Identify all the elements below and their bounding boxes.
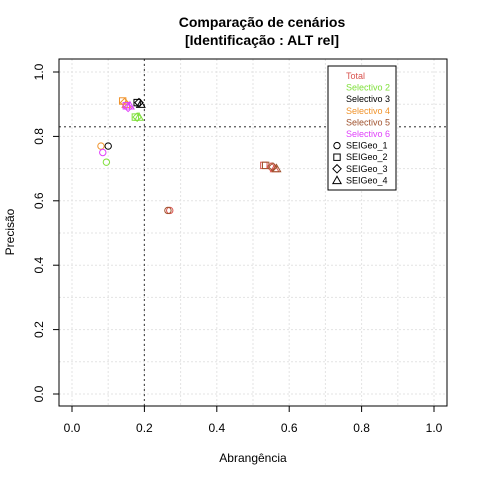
legend-entry: Selectivo 4 [346,106,390,116]
legend-marker-diamond [332,163,342,174]
legend-marker-triangle [331,175,343,185]
data-point-diamond [123,102,133,113]
y-tick-label: 0.4 [32,257,46,274]
y-tick-label: 0.0 [32,385,46,402]
legend-entry: SEIGeo_2 [346,152,388,162]
data-point-square [260,161,268,170]
y-tick-label: 0.2 [32,321,46,338]
data-point-triangle [124,100,135,110]
x-axis: 0.0 0.2 0.4 0.6 0.8 1.0 [64,406,443,435]
x-tick-label: 0.2 [136,421,153,435]
plot-frame [58,58,448,407]
x-axis-label: Abrangência [219,451,287,465]
x-tick-label: 0.6 [281,421,298,435]
data-points [97,97,282,215]
legend-box [327,65,397,191]
legend-marker-circle [333,141,341,150]
data-point-triangle [135,99,146,108]
data-point-triangle [271,163,282,173]
y-tick-label: 1.0 [32,63,46,80]
legend-entry: Selectivo 6 [346,129,390,139]
legend-entry: Selectivo 2 [346,83,390,93]
data-point-square [261,161,270,170]
y-axis-label: Precisão [3,208,17,255]
data-point-circle [104,142,112,150]
data-point-triangle [133,111,144,121]
y-tick-label: 0.8 [32,128,46,145]
data-point-circle [102,158,111,166]
legend-entry: SEIGeo_4 [346,175,388,185]
legend-entry: Total [346,71,365,81]
x-tick-label: 1.0 [426,421,443,435]
x-tick-label: 0.4 [208,421,225,435]
legend-entry: Selectivo 5 [346,117,390,127]
data-point-circle [97,142,105,150]
y-tick-label: 0.6 [32,192,46,209]
chart-title: Comparação de cenários [179,14,346,30]
x-tick-label: 0.0 [64,421,81,435]
chart-subtitle: [Identificação : ALT rel] [185,32,339,48]
y-axis: 0.0 0.2 0.4 0.6 0.8 1.0 [32,63,59,402]
data-point-circle [164,206,172,215]
legend-entry: SEIGeo_1 [346,141,388,151]
data-point-diamond [132,112,143,122]
legend-entry: SEIGeo_3 [346,164,388,174]
data-point-circle [99,148,107,157]
x-tick-label: 0.8 [353,421,370,435]
legend-marker-square [333,153,341,161]
legend-entry: Selectivo 3 [346,94,390,104]
